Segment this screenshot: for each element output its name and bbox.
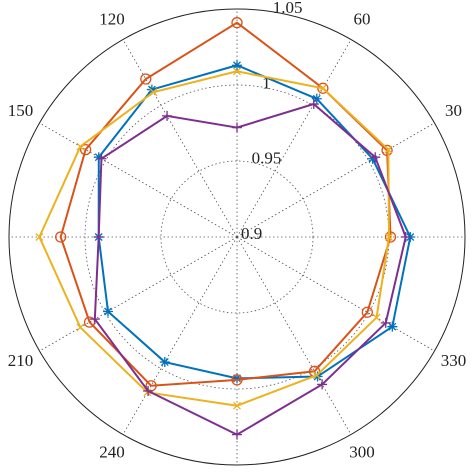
marker <box>89 314 100 325</box>
marker <box>146 84 157 95</box>
marker <box>231 17 243 29</box>
theta-tick-label: 300 <box>349 442 375 461</box>
marker <box>96 153 107 164</box>
r-tick-label: 1 <box>262 73 271 92</box>
spoke <box>236 122 435 238</box>
marker <box>312 371 321 380</box>
spoke <box>39 236 238 352</box>
marker <box>102 306 113 317</box>
marker <box>232 60 242 71</box>
marker <box>233 401 241 410</box>
marker <box>380 317 391 328</box>
spoke <box>122 236 238 435</box>
series-line <box>93 102 407 436</box>
r-tick-label: 0.9 <box>241 224 262 243</box>
marker <box>232 429 242 440</box>
marker <box>400 232 411 242</box>
marker <box>385 233 393 241</box>
marker <box>231 374 243 386</box>
marker <box>317 379 328 390</box>
grid-circle <box>8 8 466 466</box>
theta-tick-label: 150 <box>8 101 34 120</box>
marker <box>232 122 242 133</box>
theta-tick-label: 30 <box>445 101 462 120</box>
marker <box>76 323 85 332</box>
marker <box>370 152 381 163</box>
theta-tick-label: 60 <box>354 9 371 28</box>
marker <box>384 231 397 243</box>
marker <box>79 143 92 156</box>
spoke <box>39 122 238 238</box>
spoke <box>236 236 435 352</box>
marker <box>159 357 170 368</box>
r-tick-label: 0.95 <box>252 149 282 168</box>
marker <box>35 233 44 241</box>
marker <box>55 231 67 243</box>
marker <box>93 152 104 163</box>
marker <box>308 99 319 110</box>
grid-circle <box>160 160 314 314</box>
marker <box>311 93 322 104</box>
theta-tick-label: 210 <box>8 351 34 370</box>
spoke <box>236 39 352 238</box>
spoke <box>236 236 352 435</box>
marker <box>372 313 381 322</box>
r-tick-label: 1.05 <box>273 0 303 17</box>
marker <box>232 373 242 384</box>
series-line <box>59 21 392 387</box>
marker <box>384 145 393 154</box>
theta-tick-label: 240 <box>99 442 125 461</box>
marker <box>361 306 373 318</box>
marker <box>143 388 152 397</box>
marker <box>143 386 154 397</box>
marker <box>318 84 327 93</box>
marker <box>140 73 152 85</box>
theta-tick-label: 120 <box>99 9 125 28</box>
marker <box>149 88 158 97</box>
marker <box>162 110 173 121</box>
marker <box>233 67 241 76</box>
marker <box>387 321 398 332</box>
theta-tick-label: 330 <box>441 351 467 370</box>
marker <box>76 142 85 151</box>
marker <box>93 232 104 242</box>
marker <box>367 153 378 164</box>
marker <box>381 144 393 157</box>
